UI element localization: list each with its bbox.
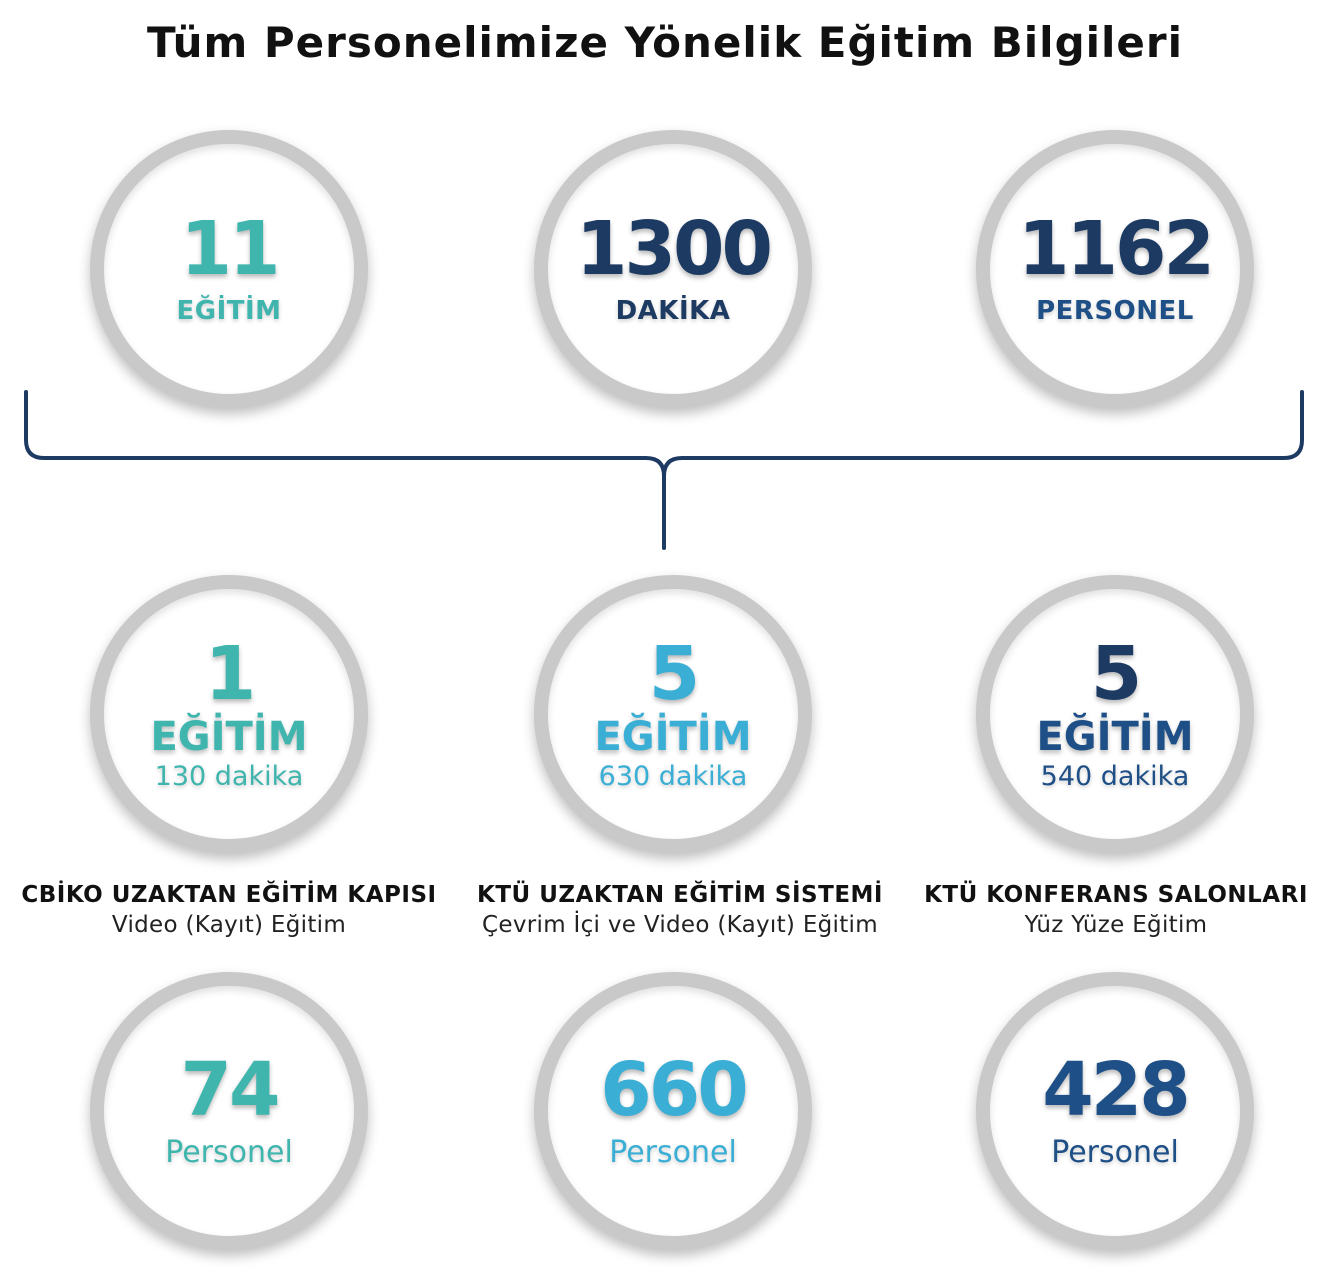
caption-cbiko-name: CBİKO UZAKTAN EĞİTİM KAPISI [21,882,437,908]
personnel-circle-cbiko: 74 Personel [90,972,368,1250]
personnel-ktu-konferans-number: 428 [1042,1046,1190,1133]
caption-cbiko: CBİKO UZAKTAN EĞİTİM KAPISI Video (Kayıt… [9,882,449,938]
caption-ktu-uzem: KTÜ UZAKTAN EĞİTİM SİSTEMİ Çevrim İçi ve… [460,882,900,938]
caption-cbiko-type: Video (Kayıt) Eğitim [111,912,347,938]
personnel-ktu-uzem-number: 660 [600,1046,748,1133]
caption-ktu-uzem-name: KTÜ UZAKTAN EĞİTİM SİSTEMİ [477,882,883,908]
personnel-cbiko-label: Personel [165,1134,293,1170]
channel-ktu-konferans-unit: EĞİTİM [1036,713,1194,760]
channel-ktu-uzem-minutes: 630 dakika [598,760,748,792]
summary-circle-minutes: 1300 DAKİKA [534,130,812,408]
summary-trainings-label: EĞİTİM [176,296,282,326]
channel-ktu-konferans-minutes: 540 dakika [1040,760,1190,792]
summary-minutes-number: 1300 [576,206,773,292]
channel-circle-cbiko: 1 EĞİTİM 130 dakika [90,575,368,853]
summary-personnel-label: PERSONEL [1036,296,1194,326]
page-title: Tüm Personelimize Yönelik Eğitim Bilgile… [146,18,1184,67]
summary-minutes-label: DAKİKA [615,296,731,326]
caption-ktu-konferans: KTÜ KONFERANS SALONLARI Yüz Yüze Eğitim [896,882,1330,938]
channel-circle-ktu-uzem: 5 EĞİTİM 630 dakika [534,575,812,853]
channel-ktu-uzem-count: 5 [648,630,700,717]
caption-ktu-konferans-type: Yüz Yüze Eğitim [1024,912,1208,938]
channel-cbiko-minutes: 130 dakika [154,760,304,792]
channel-ktu-uzem-unit: EĞİTİM [594,713,752,760]
caption-ktu-uzem-type: Çevrim İçi ve Video (Kayıt) Eğitim [482,912,878,938]
summary-circle-personnel: 1162 PERSONEL [976,130,1254,408]
personnel-circle-ktu-uzem: 660 Personel [534,972,812,1250]
personnel-circle-ktu-konferans: 428 Personel [976,972,1254,1250]
summary-trainings-number: 11 [180,206,281,292]
caption-ktu-konferans-name: KTÜ KONFERANS SALONLARI [924,882,1308,908]
brace-connector [24,390,1304,550]
personnel-ktu-uzem-label: Personel [609,1134,737,1170]
channel-cbiko-count: 1 [204,630,256,717]
channel-cbiko-unit: EĞİTİM [150,713,308,760]
channel-circle-ktu-konferans: 5 EĞİTİM 540 dakika [976,575,1254,853]
channel-ktu-konferans-count: 5 [1090,630,1142,717]
personnel-cbiko-number: 74 [180,1046,281,1133]
personnel-ktu-konferans-label: Personel [1051,1134,1179,1170]
summary-personnel-number: 1162 [1018,206,1215,292]
summary-circle-trainings: 11 EĞİTİM [90,130,368,408]
